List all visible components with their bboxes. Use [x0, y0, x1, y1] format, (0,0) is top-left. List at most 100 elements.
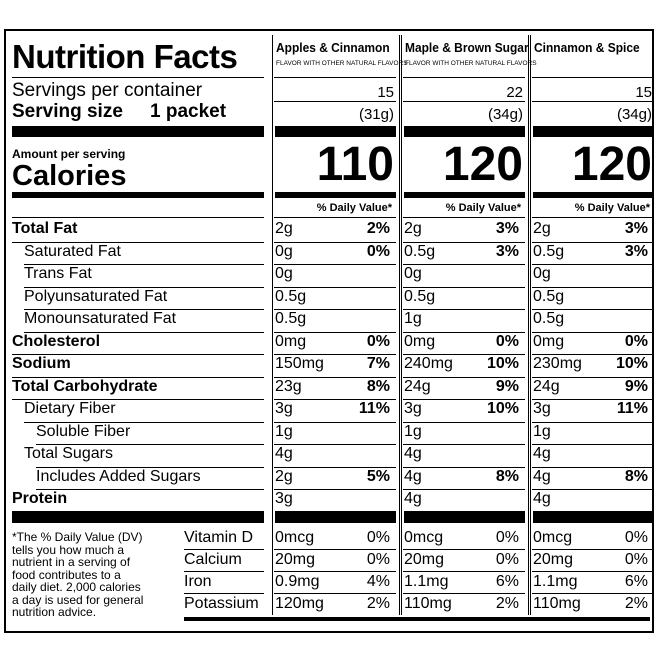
nutrient-row-rule: [274, 421, 396, 423]
column-flavor-note: FLAVOR WITH OTHER NATURAL FLAVORS: [276, 60, 408, 67]
nutrient-row-rule: [403, 264, 525, 265]
vitamin-daily-value: 6%: [495, 573, 519, 590]
footnote-line: *The % Daily Value (DV): [12, 530, 143, 544]
nutrient-amount: 0g: [404, 265, 422, 282]
vitamin-amount: 0mcg: [404, 529, 444, 546]
column-flavor-note: FLAVOR WITH OTHER NATURAL FLAVORS: [405, 60, 537, 67]
nutrient-row-rule: [403, 331, 525, 333]
nutrient-row-rule: [532, 354, 654, 355]
footnote-line: tells you how much a: [12, 542, 125, 557]
vitamin-amount: 110mg: [404, 595, 452, 612]
nutrient-row-rule: [532, 421, 654, 423]
nutrient-amount: 0.5g: [533, 287, 565, 305]
thick-rule: [275, 510, 396, 523]
nutrient-daily-value: 0%: [366, 332, 390, 350]
nutrient-amount: 0.5g: [275, 287, 307, 305]
nutrient-amount: 2g: [533, 220, 551, 237]
vitamin-label: Calcium: [184, 551, 242, 568]
nutrient-label: Total Carbohydrate: [12, 377, 158, 395]
nutrient-row-rule: [532, 466, 654, 468]
vitamin-label: Vitamin D: [184, 529, 254, 546]
nutrient-row-rule: [274, 309, 396, 310]
column-flavor-name: Apples & Cinnamon: [276, 40, 390, 55]
vitamin-row-rule: [403, 571, 525, 572]
nutrient-label: Monounsaturated Fat: [24, 310, 177, 327]
column-divider: [399, 35, 400, 615]
nutrient-row-rule: [36, 466, 264, 468]
thick-rule: [12, 126, 264, 137]
column-header-rule: [532, 77, 654, 78]
vitamin-row-rule: [403, 549, 525, 550]
nutrient-amount: 0.5g: [404, 242, 436, 260]
medium-rule: [404, 192, 525, 198]
nutrient-amount: 4g: [404, 467, 422, 485]
servings-value: 15: [635, 84, 652, 101]
vitamin-daily-value: 0%: [495, 529, 519, 546]
nutrient-row-rule: [532, 241, 654, 243]
column-flavor-name: Maple & Brown Sugar: [405, 40, 529, 55]
nutrient-label: Sodium: [12, 355, 71, 372]
footnote-line: nutrition advice.: [12, 605, 97, 619]
nutrient-amount: 4g: [404, 490, 422, 507]
nutrient-daily-value: 0%: [366, 242, 390, 260]
vitamin-label: Potassium: [184, 595, 259, 612]
vitamin-amount: 110mg: [533, 595, 581, 612]
dv-rule: [274, 217, 396, 218]
nutrient-row-rule: [12, 354, 264, 355]
vitamin-row-rule: [403, 593, 525, 594]
nutrient-row-rule: [403, 489, 525, 490]
nutrient-row-rule: [532, 309, 654, 310]
nutrient-daily-value: 8%: [624, 467, 648, 485]
nutrient-daily-value: 3%: [624, 220, 648, 237]
vitamin-row-rule: [532, 549, 654, 550]
nutrient-row-rule: [36, 489, 264, 490]
nutrient-amount: 0.5g: [275, 310, 307, 327]
nutrient-row-rule: [532, 489, 654, 490]
nutrient-amount: 1g: [404, 422, 422, 440]
nutrient-row-rule: [403, 421, 525, 423]
nutrient-label: Polyunsaturated Fat: [24, 287, 168, 305]
vitamin-amount: 0.9mg: [275, 573, 320, 590]
nutrient-amount: 0g: [533, 265, 551, 282]
column-header-rule: [403, 77, 525, 78]
nutrient-row-rule: [24, 286, 264, 288]
nutrient-row-rule: [532, 264, 654, 265]
nutrient-row-rule: [403, 241, 525, 243]
nutrient-label: Total Fat: [12, 220, 78, 237]
nutrient-daily-value: 0%: [624, 332, 648, 350]
nutrient-daily-value: 11%: [358, 400, 390, 417]
nutrient-daily-value: 8%: [495, 467, 519, 485]
calories-value: 120: [442, 138, 523, 191]
nutrient-row-rule: [36, 444, 264, 445]
vitamin-row-rule: [274, 593, 396, 594]
nutrient-amount: 3g: [533, 400, 551, 417]
nutrient-label: Cholesterol: [12, 332, 101, 350]
nutrient-daily-value: 5%: [366, 467, 390, 485]
thick-rule: [533, 510, 654, 523]
vitamin-amount: 1.1mg: [533, 573, 578, 590]
vitamin-amount: 0mcg: [533, 529, 573, 546]
nutrient-daily-value: 3%: [495, 220, 519, 237]
nutrient-daily-value: 10%: [486, 400, 519, 417]
daily-value-header: % Daily Value*: [316, 202, 392, 214]
nutrient-row-rule: [12, 399, 264, 400]
servings-rule: [532, 101, 654, 102]
servings-rule: [274, 101, 396, 102]
nutrient-row-rule: [274, 399, 396, 400]
dv-rule: [532, 217, 654, 218]
nutrient-amount: 0.5g: [533, 310, 565, 327]
column-divider: [272, 35, 273, 615]
vitamin-amount: 20mg: [404, 551, 445, 568]
nutrition-facts-panel: [4, 29, 654, 633]
vitamin-row-rule: [274, 571, 396, 572]
footnote-line: food contributes to a: [12, 567, 121, 582]
nutrient-row-rule: [24, 421, 264, 423]
vitamin-daily-value: 0%: [366, 529, 390, 546]
nutrient-daily-value: 2%: [366, 220, 390, 237]
vitamin-amount: 0mcg: [275, 529, 315, 546]
vitamin-row-rule: [532, 593, 654, 594]
vitamin-daily-value: 4%: [366, 573, 390, 590]
title-rule: [12, 77, 264, 78]
nutrient-row-rule: [403, 444, 525, 445]
vitamin-row-rule: [184, 593, 264, 594]
